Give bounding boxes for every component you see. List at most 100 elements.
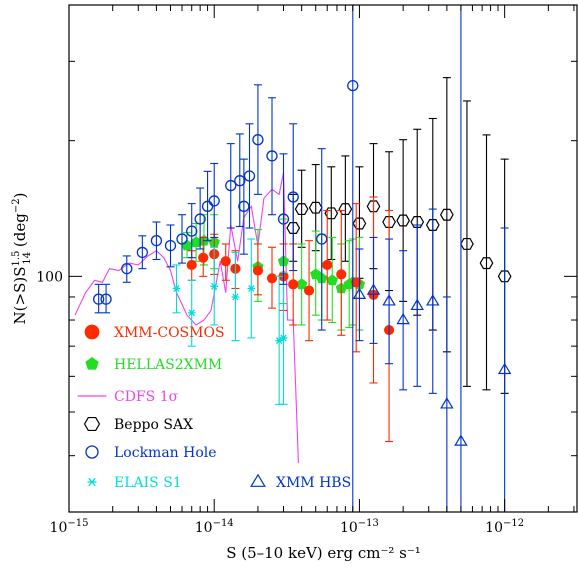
marker-beppo-sax	[308, 201, 323, 214]
marker-xmm-hbs	[410, 298, 424, 311]
data-point	[266, 246, 278, 309]
x-axis-label: S (5–10 keV) erg cm⁻² s⁻¹	[226, 544, 421, 562]
data-point	[324, 166, 339, 261]
x-tick-base: 10	[195, 520, 213, 536]
marker-lockman-hole	[316, 233, 328, 245]
star-stroke	[211, 282, 218, 290]
data-point	[303, 240, 315, 342]
star-stroke	[280, 334, 287, 342]
marker-beppo-sax	[324, 207, 339, 220]
y-label-subscript: 14	[22, 252, 33, 265]
marker-lockman-hole	[208, 195, 220, 207]
x-tick-base: 10	[340, 520, 358, 536]
marker-lockman-hole	[287, 191, 299, 203]
marker-elais-s1	[247, 284, 256, 292]
marker-beppo-sax	[396, 214, 411, 227]
y-label-superscript: 1.5	[11, 251, 22, 267]
marker-lockman-hole	[176, 233, 188, 245]
marker-xmm-cosmos	[266, 273, 278, 284]
legend-item-cdfs-1: CDFS 1σ	[77, 389, 179, 405]
marker-hellas2xmm	[326, 274, 338, 286]
legend-item-beppo-sax: Beppo SAX	[83, 416, 193, 433]
data-point	[351, 203, 362, 353]
data-point	[396, 250, 410, 391]
data-point	[164, 224, 177, 268]
marker-beppo-sax	[410, 216, 425, 228]
legend-marker-xmm-hbs	[250, 473, 266, 487]
marker-beppo-sax	[382, 216, 396, 228]
data-point	[136, 235, 149, 270]
data-point	[234, 133, 246, 228]
x-tick-label: 10−12	[485, 518, 524, 536]
data-point	[366, 236, 381, 344]
data-point	[187, 279, 196, 347]
marker-elais-s1	[231, 293, 240, 301]
marker-elais-s1	[172, 284, 181, 292]
data-point	[150, 221, 163, 261]
legend-item-hellas2xmm: HELLAS2XMM	[85, 357, 222, 373]
marker-hellas2xmm	[181, 239, 193, 251]
series-elais-s1	[172, 238, 288, 405]
marker-xmm-hbs	[382, 294, 396, 306]
legend-item-xmm-cosmos: XMM-COSMOS	[84, 324, 225, 341]
legend-item-elais-s1: ELAIS S1	[87, 475, 182, 491]
data-point	[210, 246, 219, 326]
marker-elais-s1	[187, 309, 196, 317]
data-point	[252, 243, 264, 296]
marker-elais-s1	[210, 282, 219, 290]
y-tick-label: 100	[36, 269, 63, 285]
data-point	[100, 283, 112, 314]
marker-xmm-hbs	[426, 294, 440, 306]
plot-frame	[68, 4, 578, 513]
marker-lockman-hole	[347, 79, 359, 92]
data-point	[336, 209, 347, 336]
marker-lockman-hole	[234, 175, 246, 187]
x-tick-label: 10−15	[50, 518, 89, 536]
marker-xmm-hbs	[497, 362, 512, 375]
data-point	[277, 153, 290, 285]
star-stroke	[248, 284, 255, 292]
data-point	[322, 209, 333, 321]
data-point	[497, 227, 512, 512]
marker-xmm-cosmos	[336, 269, 347, 280]
data-point	[454, 5, 468, 512]
x-tick-label: 10−14	[195, 518, 234, 536]
data-point	[220, 243, 231, 281]
legend: XMM-COSMOS HELLAS2XMM CDFS 1σ Beppo SAX Lock…	[77, 324, 351, 491]
data-point	[275, 275, 284, 405]
marker-xmm-hbs	[352, 287, 367, 299]
data-point	[410, 224, 424, 387]
legend-label-beppo-sax: Beppo SAX	[114, 417, 193, 433]
marker-xmm-hbs	[366, 283, 381, 295]
marker-xmm-cosmos	[351, 277, 362, 288]
marker-xmm-hbs	[396, 312, 410, 325]
marker-xmm-cosmos	[252, 265, 264, 276]
data-point	[440, 296, 454, 512]
data-point	[279, 271, 288, 405]
marker-lockman-hole	[238, 200, 250, 212]
legend-label-hellas2xmm: HELLAS2XMM	[114, 357, 222, 373]
data-point	[460, 100, 474, 387]
data-point	[338, 155, 353, 262]
data-point	[243, 123, 256, 229]
marker-lockman-hole	[150, 235, 163, 247]
plot-area	[74, 5, 512, 512]
x-tick-label: 10−13	[340, 518, 379, 536]
data-point	[426, 208, 440, 394]
legend-marker-beppo-sax	[83, 416, 101, 432]
marker-elais-s1	[279, 334, 288, 342]
star-stroke	[173, 284, 180, 292]
data-point	[231, 251, 240, 342]
y-label-main: N(>S)S	[11, 267, 29, 325]
legend-item-xmm-hbs: XMM HBS	[250, 473, 351, 491]
x-tick-exponent: −12	[503, 518, 524, 529]
marker-xmm-cosmos	[186, 259, 197, 271]
marker-xmm-cosmos	[220, 256, 231, 267]
series-beppo-sax	[286, 77, 512, 394]
x-tick-exponent: −14	[213, 518, 234, 529]
x-tick-exponent: −15	[67, 518, 88, 529]
star-stroke	[232, 293, 239, 301]
marker-lockman-hole	[186, 225, 198, 237]
marker-xmm-hbs	[440, 397, 454, 409]
